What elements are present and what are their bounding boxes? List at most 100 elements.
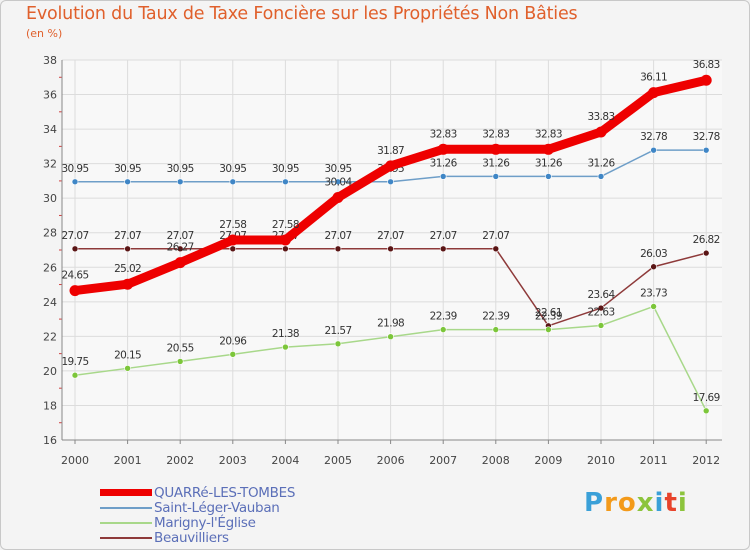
- data-point-marigny-l-glise: [702, 407, 710, 415]
- legend-label-marigny: Marigny-l'Église: [154, 515, 256, 531]
- data-label-saint-l-ger-vauban: 30.95: [272, 163, 299, 175]
- data-point-saint-l-ger-vauban: [439, 173, 447, 180]
- y-tick-label: 38: [43, 54, 57, 67]
- data-point-quarr-les-tombes: [122, 278, 134, 290]
- data-point-quarr-les-tombes: [490, 143, 502, 155]
- data-label-quarr-les-tombes: 30.04: [324, 176, 352, 188]
- data-point-beauvilliers: [229, 245, 237, 253]
- y-tick-label: 26: [43, 261, 57, 274]
- data-point-saint-l-ger-vauban: [387, 178, 394, 186]
- y-axis-unit-label: (en %): [26, 27, 63, 40]
- data-point-quarr-les-tombes: [227, 234, 239, 246]
- data-point-marigny-l-glise: [439, 326, 447, 333]
- legend-swatch-quarre: [100, 489, 152, 496]
- data-label-quarr-les-tombes: 26.27: [167, 242, 194, 254]
- data-label-marigny-l-glise: 23.73: [640, 287, 667, 299]
- data-label-quarr-les-tombes: 32.83: [430, 128, 457, 140]
- data-label-marigny-l-glise: 20.15: [114, 349, 141, 361]
- y-tick-label: 36: [43, 89, 57, 102]
- data-label-marigny-l-glise: 22.39: [535, 311, 562, 323]
- x-tick-label: 2006: [377, 454, 405, 467]
- y-tick-label: 20: [43, 365, 57, 378]
- x-tick-label: 2000: [61, 454, 89, 467]
- data-label-saint-l-ger-vauban: 31.26: [482, 157, 510, 169]
- x-tick-label: 2007: [429, 454, 457, 467]
- x-tick-label: 2012: [692, 454, 720, 467]
- data-point-saint-l-ger-vauban: [176, 178, 184, 186]
- data-point-beauvilliers: [650, 263, 657, 271]
- y-tick-label: 32: [43, 158, 57, 171]
- data-point-quarr-les-tombes: [332, 191, 344, 203]
- data-label-beauvilliers: 26.03: [640, 248, 667, 260]
- data-label-beauvilliers: 27.07: [324, 230, 351, 242]
- data-point-saint-l-ger-vauban: [334, 178, 342, 186]
- data-point-quarr-les-tombes: [69, 285, 81, 297]
- data-point-marigny-l-glise: [282, 343, 289, 351]
- data-label-saint-l-ger-vauban: 31.26: [430, 157, 458, 169]
- x-tick-label: 2005: [324, 454, 352, 467]
- data-point-saint-l-ger-vauban: [282, 178, 289, 186]
- data-point-quarr-les-tombes: [279, 234, 291, 246]
- data-point-beauvilliers: [124, 245, 131, 253]
- data-label-marigny-l-glise: 22.39: [482, 311, 509, 323]
- data-label-quarr-les-tombes: 25.02: [114, 263, 141, 275]
- data-label-saint-l-ger-vauban: 31.26: [587, 157, 615, 169]
- data-point-quarr-les-tombes: [385, 160, 397, 172]
- data-label-saint-l-ger-vauban: 30.95: [61, 163, 88, 175]
- data-label-quarr-les-tombes: 27.58: [219, 219, 246, 231]
- data-point-saint-l-ger-vauban: [545, 173, 552, 180]
- data-label-quarr-les-tombes: 33.83: [587, 111, 614, 123]
- data-label-beauvilliers: 27.07: [167, 230, 194, 242]
- data-point-marigny-l-glise: [176, 358, 184, 365]
- proxiti-logo: Proxiti: [584, 488, 688, 518]
- data-point-quarr-les-tombes: [542, 143, 554, 155]
- data-point-beauvilliers: [492, 245, 500, 253]
- legend-label-beauvilliers: Beauvilliers: [154, 530, 229, 546]
- legend-swatch-saint-leger: [100, 507, 152, 509]
- data-point-marigny-l-glise: [387, 333, 394, 341]
- data-label-saint-l-ger-vauban: 32.78: [693, 131, 720, 143]
- data-label-quarr-les-tombes: 27.58: [272, 219, 299, 231]
- y-tick-label: 24: [43, 296, 57, 309]
- data-label-saint-l-ger-vauban: 30.95: [324, 163, 351, 175]
- data-point-saint-l-ger-vauban: [702, 146, 710, 154]
- data-label-quarr-les-tombes: 36.11: [640, 72, 667, 84]
- data-point-marigny-l-glise: [334, 340, 342, 348]
- data-point-marigny-l-glise: [492, 326, 500, 333]
- data-label-saint-l-ger-vauban: 31.26: [535, 157, 563, 169]
- data-label-saint-l-ger-vauban: 30.95: [219, 163, 246, 175]
- x-tick-label: 2010: [587, 454, 615, 467]
- data-point-marigny-l-glise: [124, 365, 131, 372]
- data-point-saint-l-ger-vauban: [650, 146, 657, 154]
- legend-swatch-marigny: [100, 522, 152, 524]
- data-label-marigny-l-glise: 17.69: [693, 392, 720, 404]
- data-label-beauvilliers: 22.61: [535, 307, 562, 319]
- y-tick-label: 18: [43, 399, 57, 412]
- data-label-marigny-l-glise: 21.57: [324, 325, 351, 337]
- data-point-quarr-les-tombes: [174, 257, 186, 269]
- data-label-marigny-l-glise: 21.98: [377, 318, 404, 330]
- x-tick-label: 2002: [166, 454, 194, 467]
- y-tick-label: 30: [43, 192, 57, 205]
- data-point-beauvilliers: [387, 245, 394, 253]
- data-point-beauvilliers: [71, 245, 79, 253]
- x-tick-label: 2009: [534, 454, 562, 467]
- data-label-beauvilliers: 27.07: [377, 230, 404, 242]
- legend-swatch-beauvilliers: [100, 537, 152, 539]
- data-label-quarr-les-tombes: 32.83: [535, 128, 562, 140]
- data-point-beauvilliers: [702, 249, 710, 257]
- x-tick-label: 2001: [114, 454, 142, 467]
- data-point-quarr-les-tombes: [648, 87, 660, 99]
- data-point-saint-l-ger-vauban: [229, 178, 237, 186]
- y-tick-label: 22: [43, 330, 57, 343]
- data-point-beauvilliers: [176, 245, 184, 253]
- x-tick-label: 2008: [482, 454, 510, 467]
- data-point-saint-l-ger-vauban: [124, 178, 131, 186]
- data-point-beauvilliers: [334, 245, 342, 253]
- x-tick-label: 2011: [640, 454, 668, 467]
- legend-label-quarre: QUARRé-LES-TOMBES: [154, 485, 296, 501]
- data-label-quarr-les-tombes: 32.83: [482, 128, 509, 140]
- data-point-saint-l-ger-vauban: [71, 178, 79, 186]
- y-tick-label: 28: [43, 227, 57, 240]
